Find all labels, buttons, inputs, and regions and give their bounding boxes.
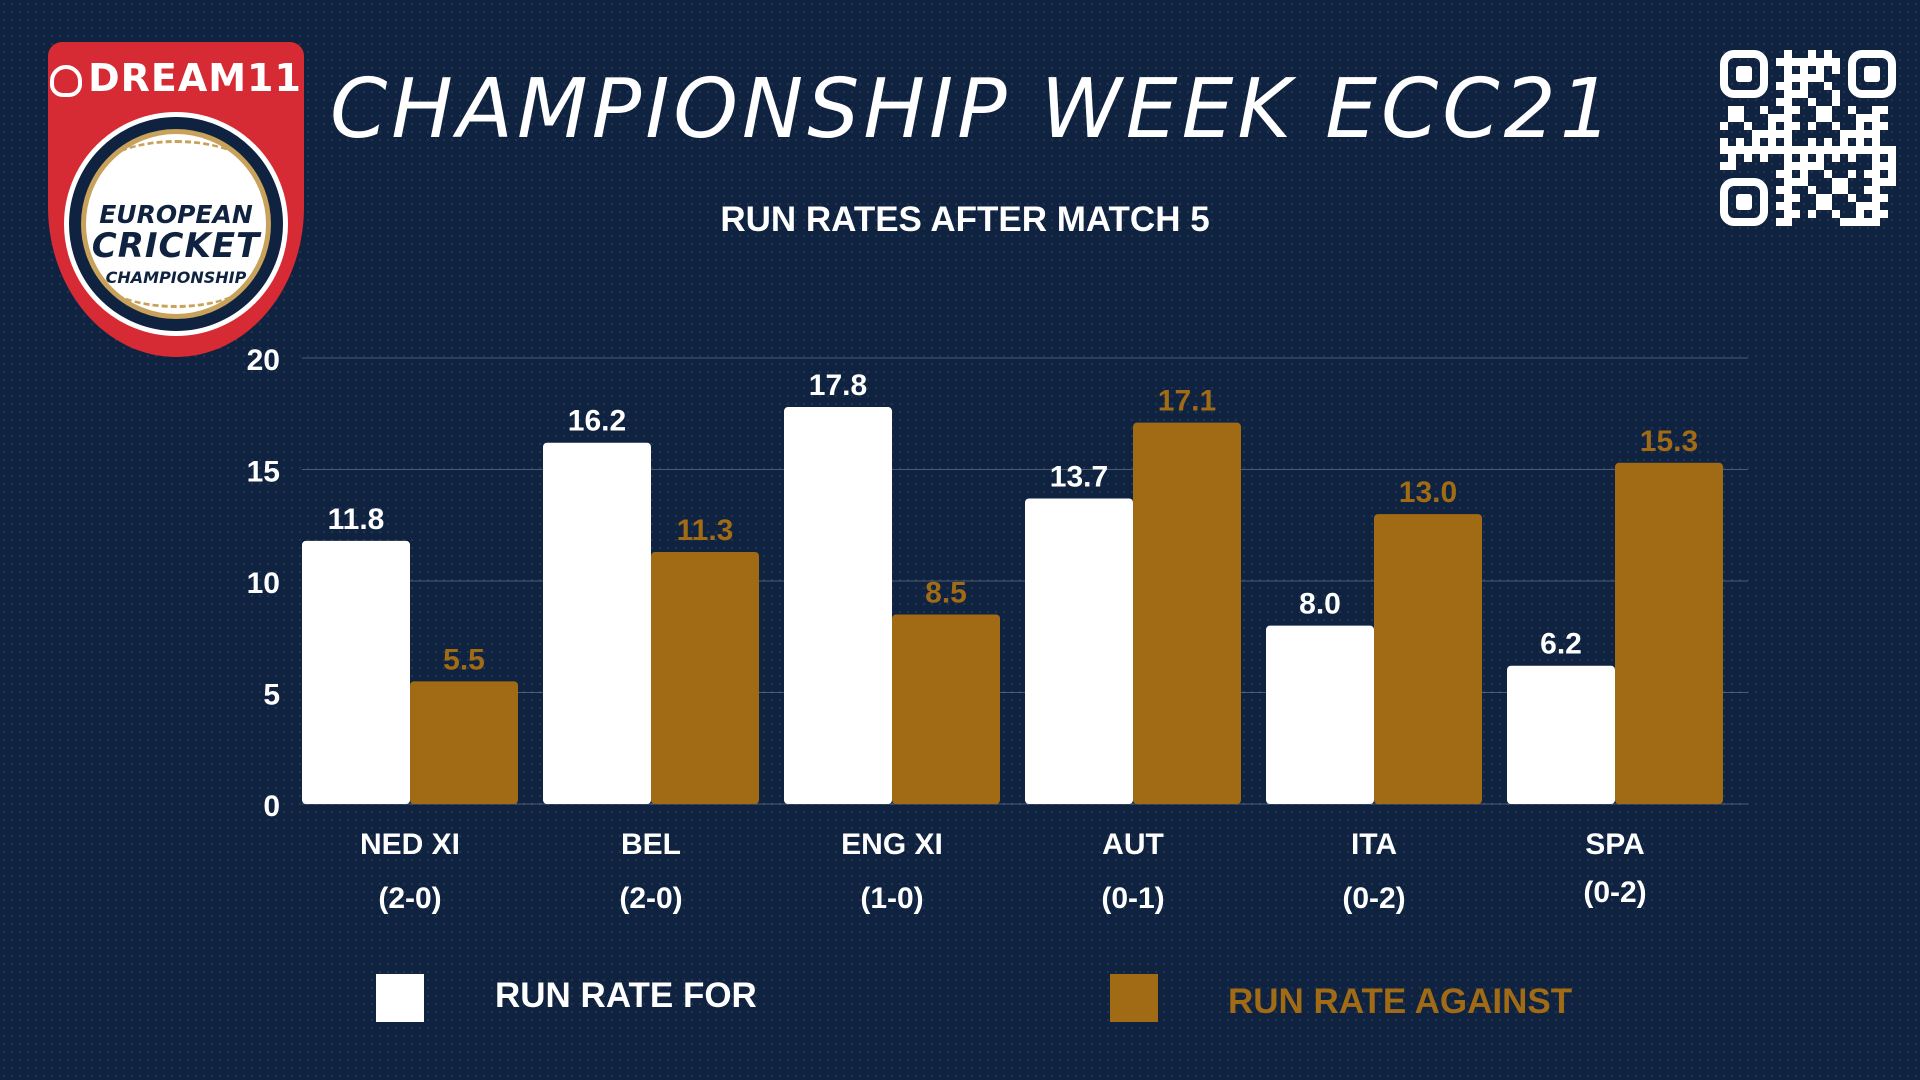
bar-for <box>302 540 410 804</box>
y-tick-label: 15 <box>247 456 280 489</box>
dream11-emblem-icon <box>50 65 83 97</box>
data-label: 6.2 <box>1540 628 1582 661</box>
x-tick-label: AUT <box>1102 828 1164 861</box>
ball-seam-top <box>101 140 251 203</box>
legend-label-run-rate-against: RUN RATE AGAINST <box>1228 982 1573 1021</box>
logo-line-1: EUROPEAN <box>99 200 253 229</box>
y-tick-label: 0 <box>263 790 280 823</box>
team-record-label: (0-2) <box>1583 876 1646 909</box>
x-tick-label: SPA <box>1585 828 1644 861</box>
data-label: 15.3 <box>1640 425 1698 458</box>
data-label: 8.5 <box>925 576 967 609</box>
team-record-label: (2-0) <box>619 882 682 915</box>
bar-against <box>1615 462 1723 804</box>
x-tick-label: ENG XI <box>841 828 943 861</box>
ball-seam-bottom <box>101 245 251 308</box>
x-tick-label: BEL <box>621 828 681 861</box>
bar-against <box>410 681 518 804</box>
x-tick-label: NED XI <box>360 828 460 861</box>
logo-line-2: CRICKET <box>91 226 261 266</box>
y-tick-label: 10 <box>247 567 280 600</box>
y-tick-label: 5 <box>263 679 280 712</box>
bar-for <box>784 407 892 804</box>
legend-swatch-run-rate-against <box>1110 974 1158 1022</box>
cricket-ball-icon: EUROPEAN CRICKET CHAMPIONSHIP <box>64 112 288 336</box>
data-label: 5.5 <box>443 643 485 676</box>
bar-against <box>1374 514 1482 804</box>
data-label: 17.1 <box>1158 385 1216 418</box>
page-title: CHAMPIONSHIP WEEK ECC21 <box>330 62 1616 157</box>
qr-code-icon <box>1720 50 1896 226</box>
team-record-label: (0-1) <box>1101 882 1164 915</box>
bar-against <box>1133 422 1241 804</box>
y-tick-label: 20 <box>247 344 280 377</box>
legend-label-run-rate-for: RUN RATE FOR <box>495 976 757 1015</box>
data-label: 8.0 <box>1299 588 1341 621</box>
data-label: 16.2 <box>568 405 626 438</box>
data-label: 17.8 <box>809 369 867 402</box>
data-label: 13.0 <box>1399 476 1457 509</box>
bar-against <box>651 552 759 804</box>
bar-for <box>1266 625 1374 804</box>
legend-swatch-run-rate-for <box>376 974 424 1022</box>
bar-for <box>543 442 651 804</box>
data-label: 11.8 <box>328 503 385 536</box>
bar-against <box>892 614 1000 804</box>
chart-title: RUN RATES AFTER MATCH 5 <box>720 200 1210 239</box>
logo-line-3: CHAMPIONSHIP <box>105 268 247 287</box>
team-record-label: (0-2) <box>1342 882 1405 915</box>
bar-for <box>1507 665 1615 804</box>
bar-for <box>1025 498 1133 804</box>
ecc-logo: DREAM11 EUROPEAN CRICKET CHAMPIONSHIP <box>48 42 304 357</box>
x-tick-label: ITA <box>1351 828 1397 861</box>
team-record-label: (1-0) <box>860 882 923 915</box>
logo-brand-text: DREAM11 <box>88 56 302 100</box>
data-label: 13.7 <box>1050 460 1108 493</box>
data-label: 11.3 <box>677 514 734 547</box>
team-record-label: (2-0) <box>378 882 441 915</box>
